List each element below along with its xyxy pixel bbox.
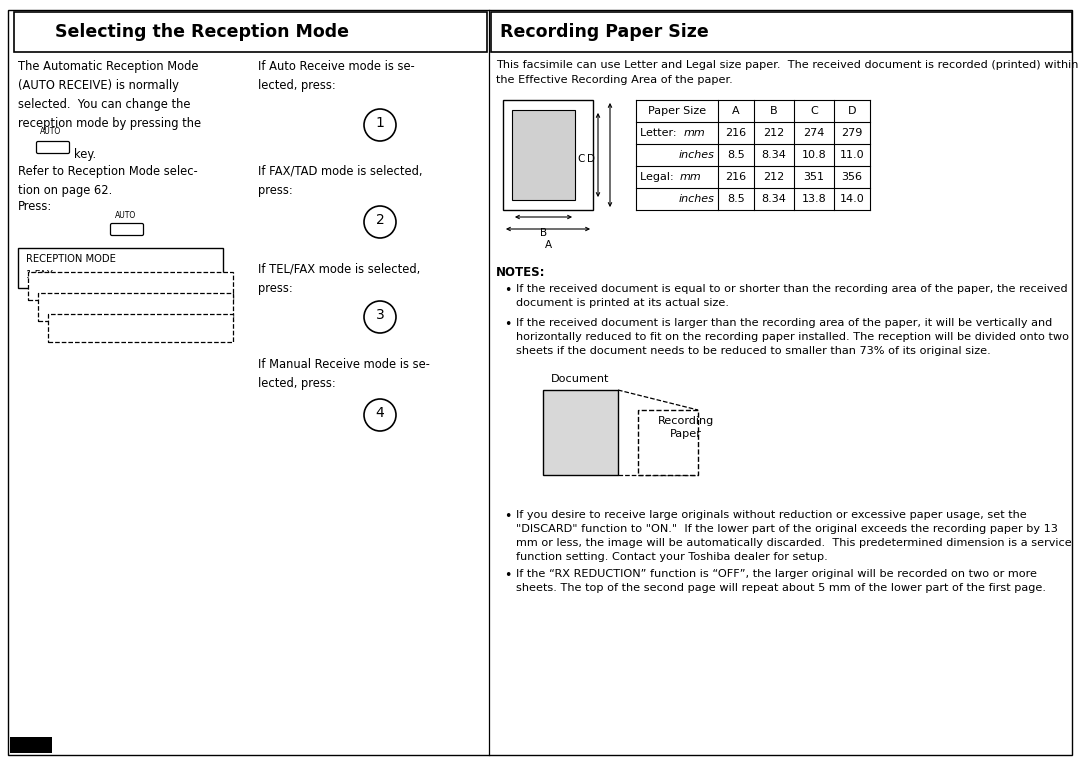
Text: A: A <box>544 240 552 250</box>
Text: sheets if the document needs to be reduced to smaller than 73% of its original s: sheets if the document needs to be reduc… <box>516 346 990 356</box>
Text: "DISCARD" function to "ON."  If the lower part of the original exceeds the recor: "DISCARD" function to "ON." If the lower… <box>516 524 1058 534</box>
Text: function setting. Contact your Toshiba dealer for setup.: function setting. Contact your Toshiba d… <box>516 552 827 562</box>
Text: 1.FAX: 1.FAX <box>26 270 54 280</box>
Text: C: C <box>810 106 818 116</box>
Text: If TEL/FAX mode is selected,
press:: If TEL/FAX mode is selected, press: <box>258 263 420 295</box>
Text: mm: mm <box>680 172 702 182</box>
Text: key.: key. <box>75 148 96 161</box>
Text: A: A <box>732 106 740 116</box>
Text: 4.MANUAL: 4.MANUAL <box>56 320 108 330</box>
Bar <box>503 100 593 210</box>
Text: Paper Size: Paper Size <box>648 106 706 116</box>
Text: B: B <box>770 106 778 116</box>
Text: If you desire to receive large originals without reduction or excessive paper us: If you desire to receive large originals… <box>516 510 1027 520</box>
Text: 8.34: 8.34 <box>761 150 786 160</box>
Bar <box>14 12 487 52</box>
Text: Recording Paper Size: Recording Paper Size <box>500 23 708 41</box>
Text: AUTO: AUTO <box>40 127 62 136</box>
Text: 11.0: 11.0 <box>839 150 864 160</box>
Text: 2.FAX/TAD: 2.FAX/TAD <box>36 278 87 288</box>
Text: 212: 212 <box>764 128 785 138</box>
Text: •: • <box>504 510 511 523</box>
Bar <box>48 314 233 342</box>
Text: If Auto Receive mode is se-
lected, press:: If Auto Receive mode is se- lected, pres… <box>258 60 415 92</box>
Text: Selecting the Reception Mode: Selecting the Reception Mode <box>55 23 349 41</box>
Text: NOTES:: NOTES: <box>496 266 545 279</box>
Text: If Manual Receive mode is se-
lected, press:: If Manual Receive mode is se- lected, pr… <box>258 358 430 390</box>
Text: 3.TEL/FAX: 3.TEL/FAX <box>46 299 95 309</box>
Bar <box>543 390 618 475</box>
Text: inches: inches <box>678 194 714 204</box>
Text: 274: 274 <box>804 128 825 138</box>
FancyBboxPatch shape <box>110 224 144 236</box>
Text: •: • <box>504 284 511 297</box>
Text: sheets. The top of the second page will repeat about 5 mm of the lower part of t: sheets. The top of the second page will … <box>516 583 1047 593</box>
Text: •: • <box>504 569 511 582</box>
Bar <box>28 272 233 300</box>
Text: 10.8: 10.8 <box>801 150 826 160</box>
Text: mm: mm <box>684 128 705 138</box>
Text: 106: 106 <box>19 740 42 750</box>
Text: 13.8: 13.8 <box>801 194 826 204</box>
Text: inches: inches <box>678 150 714 160</box>
Text: 14.0: 14.0 <box>839 194 864 204</box>
Text: 8.5: 8.5 <box>727 150 745 160</box>
Text: Effective
Recording
Area: Effective Recording Area <box>523 139 565 171</box>
Text: If the received document is larger than the recording area of the paper, it will: If the received document is larger than … <box>516 318 1052 328</box>
Text: The Automatic Reception Mode
(AUTO RECEIVE) is normally
selected.  You can chang: The Automatic Reception Mode (AUTO RECEI… <box>18 60 201 130</box>
Text: RECEPTION MODE: RECEPTION MODE <box>26 254 116 264</box>
Bar <box>18 248 222 288</box>
Text: 4: 4 <box>376 406 384 420</box>
Text: mm or less, the image will be automatically discarded.  This predetermined dimen: mm or less, the image will be automatica… <box>516 538 1071 548</box>
Text: 3: 3 <box>376 308 384 322</box>
Bar <box>38 293 233 321</box>
Text: This facsimile can use Letter and Legal size paper.  The received document is re: This facsimile can use Letter and Legal … <box>496 60 1078 70</box>
Text: 216: 216 <box>726 172 746 182</box>
Text: document is printed at its actual size.: document is printed at its actual size. <box>516 298 729 308</box>
Text: D: D <box>588 154 595 164</box>
Text: horizontally reduced to fit on the recording paper installed. The reception will: horizontally reduced to fit on the recor… <box>516 332 1069 342</box>
Text: If FAX/TAD mode is selected,
press:: If FAX/TAD mode is selected, press: <box>258 165 422 197</box>
Text: 1: 1 <box>376 116 384 130</box>
Text: Press:: Press: <box>18 200 52 213</box>
Text: C: C <box>577 154 584 164</box>
Text: 356: 356 <box>841 172 863 182</box>
Bar <box>491 12 1072 52</box>
Text: 216: 216 <box>726 128 746 138</box>
Text: AUTO: AUTO <box>114 211 136 220</box>
Text: 8.34: 8.34 <box>761 194 786 204</box>
Text: D: D <box>848 106 856 116</box>
Text: Document: Document <box>551 374 610 384</box>
Bar <box>10 737 52 753</box>
Bar <box>638 410 698 475</box>
Text: 279: 279 <box>841 128 863 138</box>
Text: If the received document is equal to or shorter than the recording area of the p: If the received document is equal to or … <box>516 284 1068 294</box>
Text: B: B <box>540 228 548 238</box>
Text: Letter:: Letter: <box>640 128 680 138</box>
FancyBboxPatch shape <box>37 141 69 153</box>
Text: 212: 212 <box>764 172 785 182</box>
Text: the Effective Recording Area of the paper.: the Effective Recording Area of the pape… <box>496 75 732 85</box>
Text: Legal:: Legal: <box>640 172 677 182</box>
Text: 351: 351 <box>804 172 824 182</box>
Text: Recording
Paper: Recording Paper <box>658 416 714 439</box>
Bar <box>512 110 575 200</box>
Text: •: • <box>504 318 511 331</box>
Text: 2: 2 <box>376 213 384 227</box>
Text: 8.5: 8.5 <box>727 194 745 204</box>
Text: Refer to Reception Mode selec-
tion on page 62.: Refer to Reception Mode selec- tion on p… <box>18 165 198 197</box>
Text: If the “RX REDUCTION” function is “OFF”, the larger original will be recorded on: If the “RX REDUCTION” function is “OFF”,… <box>516 569 1037 579</box>
